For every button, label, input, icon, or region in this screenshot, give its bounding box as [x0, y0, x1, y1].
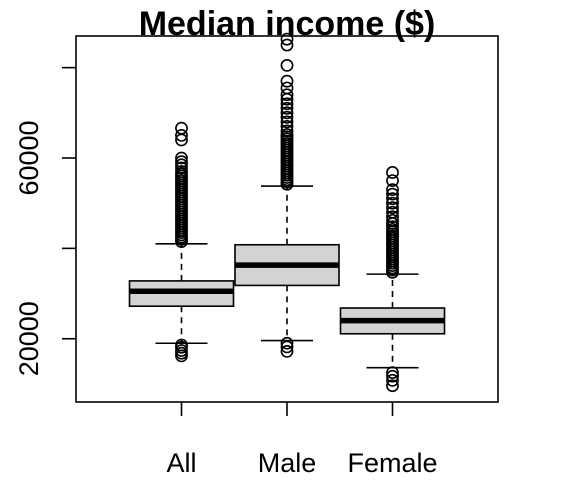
outlier-point: [280, 128, 294, 141]
outlier-point: [386, 210, 399, 224]
outlier-point: [386, 201, 399, 215]
outlier-point: [175, 155, 188, 169]
outlier-point: [280, 32, 294, 46]
outlier-point: [280, 115, 294, 129]
outlier-point: [280, 110, 294, 124]
outlier-point: [280, 88, 294, 102]
outlier-point: [280, 336, 294, 350]
outlier-point: [175, 161, 188, 175]
outlier-point: [280, 74, 294, 88]
outlier-point: [386, 174, 399, 187]
y-tick-label: 20000: [14, 301, 44, 376]
x-tick-label: All: [166, 448, 196, 478]
outlier-point: [386, 379, 399, 393]
plot-frame: [75, 35, 499, 403]
outlier-point: [175, 158, 188, 172]
outlier-point: [386, 213, 399, 227]
outlier-point: [175, 338, 188, 352]
outlier-point: [280, 344, 294, 358]
outlier-point: [280, 106, 294, 120]
outlier-point: [386, 196, 399, 210]
outlier-point: [386, 166, 399, 179]
outlier-point: [386, 192, 399, 206]
outlier-point: [175, 344, 188, 357]
outlier-point: [280, 81, 294, 95]
outlier-point: [175, 121, 188, 135]
outlier-point: [175, 129, 188, 142]
chart-title: Median income ($): [139, 5, 436, 43]
outlier-point: [386, 183, 399, 197]
y-tick-label: 60000: [14, 120, 44, 195]
outlier-point: [386, 366, 399, 380]
outlier-point: [280, 38, 294, 52]
x-tick-label: Male: [258, 448, 317, 478]
outlier-point: [175, 151, 188, 165]
outlier-point: [280, 58, 294, 72]
outlier-point: [386, 373, 399, 387]
outlier-point: [280, 101, 294, 115]
outlier-point: [386, 369, 399, 383]
x-tick-label: Female: [347, 448, 437, 478]
outlier-point: [175, 165, 188, 178]
outlier-point: [280, 124, 294, 138]
outlier-point: [280, 97, 294, 111]
outlier-point: [280, 119, 294, 133]
outlier-point: [386, 220, 399, 234]
outlier-point: [386, 205, 399, 219]
outlier-point: [280, 340, 294, 354]
outlier-point: [386, 187, 399, 201]
